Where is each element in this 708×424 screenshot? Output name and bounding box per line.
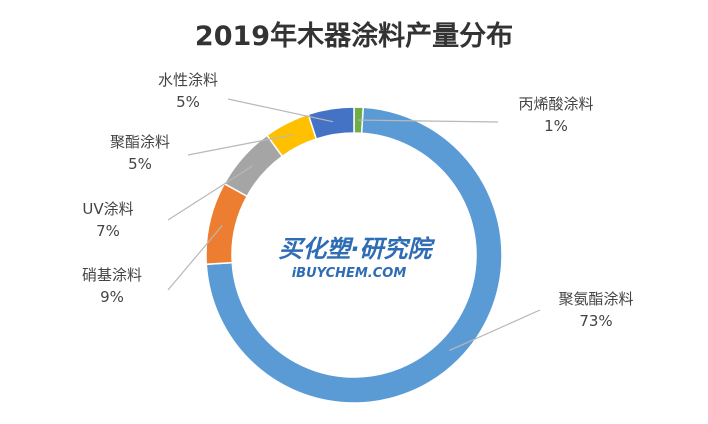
leader-line [358, 119, 499, 123]
slice-水性涂料 [307, 106, 355, 140]
slice-硝基涂料 [205, 182, 249, 266]
leader-line [167, 225, 223, 291]
slice-label-percent: 73% [579, 312, 612, 330]
slice-label-percent: 5% [176, 93, 200, 111]
slice-labels: 丙烯酸涂料 1% 聚氨酯涂料 73% 硝基涂料 9% UV涂料 7% 聚酯涂料 5% 水性涂料 5% [82, 71, 634, 330]
slice-label-percent: 7% [96, 222, 120, 240]
slice-label-percent: 5% [128, 155, 152, 173]
chart-title: 2019年木器涂料产量分布 [194, 21, 514, 52]
slice-label-percent: 9% [100, 288, 124, 306]
slice-label-percent: 1% [544, 117, 568, 135]
leader-line [227, 98, 334, 123]
leader-line [167, 165, 254, 221]
watermark-line1: 买化塑·研究院 [278, 235, 435, 263]
slice-label-name: 水性涂料 [158, 71, 218, 89]
slice-label-name: 聚氨酯涂料 [558, 290, 633, 308]
leader-line [449, 309, 541, 352]
watermark: 买化塑·研究院 iBUYCHEM.COM [278, 235, 435, 281]
watermark-line2: iBUYCHEM.COM [292, 266, 407, 281]
leader-line [187, 134, 293, 156]
slice-label-name: 硝基涂料 [82, 266, 142, 284]
slice-label-name: 聚酯涂料 [110, 133, 170, 151]
leader-lines [167, 98, 541, 352]
slice-聚氨酯涂料 [205, 106, 503, 404]
slice-label-name: UV涂料 [82, 200, 133, 218]
slice-label-name: 丙烯酸涂料 [518, 95, 593, 113]
